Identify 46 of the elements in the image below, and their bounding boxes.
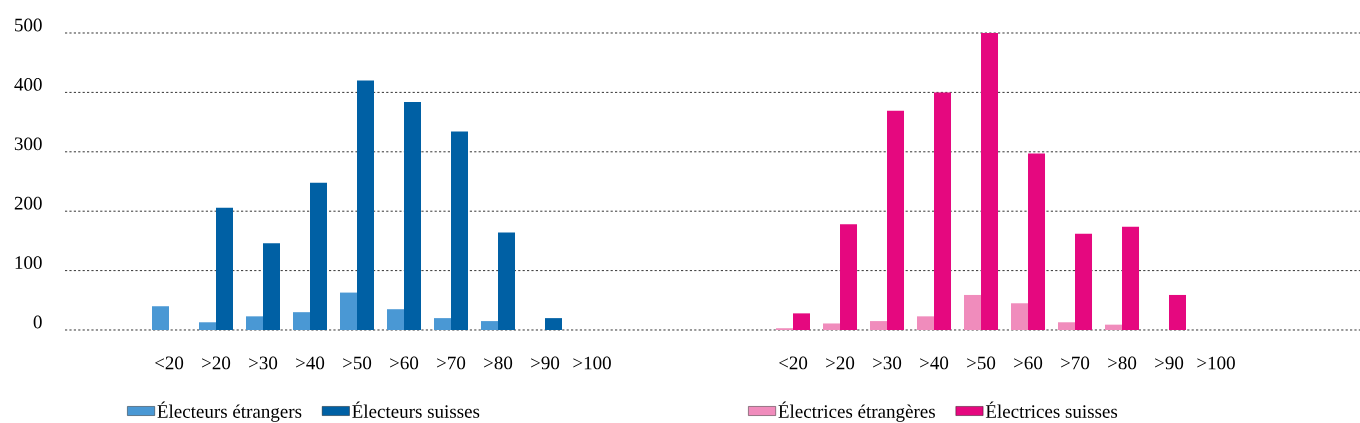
legend-label: Électeurs étrangers xyxy=(157,401,302,422)
x-tick-label: >50 xyxy=(343,356,372,370)
x-tick-label: >90 xyxy=(531,356,560,370)
bar xyxy=(1105,324,1123,330)
x-tick-label: <20 xyxy=(779,356,808,370)
legend-label: Électrices suisses xyxy=(985,401,1118,418)
bar xyxy=(917,316,935,330)
bar xyxy=(1169,294,1187,330)
x-tick-label: >100 xyxy=(573,356,611,370)
x-tick-label: >90 xyxy=(1155,356,1184,370)
x-tick-label: >60 xyxy=(390,356,419,370)
x-tick-label: >70 xyxy=(437,356,466,370)
legend-label: Électeurs suisses xyxy=(352,401,480,418)
x-tick-label: >100 xyxy=(1197,356,1235,370)
x-tick-label: >40 xyxy=(920,356,949,370)
bar xyxy=(870,321,888,330)
y-tick-label: 100 xyxy=(15,256,42,270)
bar xyxy=(823,323,841,330)
y-tick-label: 500 xyxy=(15,18,42,32)
x-tick-label: >80 xyxy=(484,356,513,370)
y-tick-label: 300 xyxy=(14,137,42,151)
x-tick-label: >60 xyxy=(1014,356,1043,370)
y-tick-label: 200 xyxy=(14,196,42,210)
bar xyxy=(840,224,858,330)
bar xyxy=(934,92,952,330)
bar xyxy=(1028,153,1046,330)
bar xyxy=(1058,322,1076,330)
bar xyxy=(1011,303,1029,330)
bar xyxy=(964,294,982,330)
bar xyxy=(1075,233,1093,330)
x-tick-label: >80 xyxy=(1108,356,1137,370)
y-tick-label: 0 xyxy=(33,315,42,329)
x-tick-label: <20 xyxy=(155,356,184,370)
bar xyxy=(887,110,905,330)
bar xyxy=(981,33,999,330)
bar xyxy=(793,313,811,330)
bar xyxy=(1122,226,1140,330)
x-tick-label: >50 xyxy=(967,356,996,370)
legend-label: Électrices étrangères xyxy=(778,401,935,422)
x-tick-label: >70 xyxy=(1061,356,1090,370)
x-tick-label: >30 xyxy=(249,356,278,370)
x-tick-label: >20 xyxy=(826,356,855,370)
x-tick-label: >20 xyxy=(202,356,231,370)
x-tick-label: >40 xyxy=(296,356,325,370)
y-tick-label: 400 xyxy=(14,78,42,91)
x-tick-label: >30 xyxy=(873,356,902,370)
